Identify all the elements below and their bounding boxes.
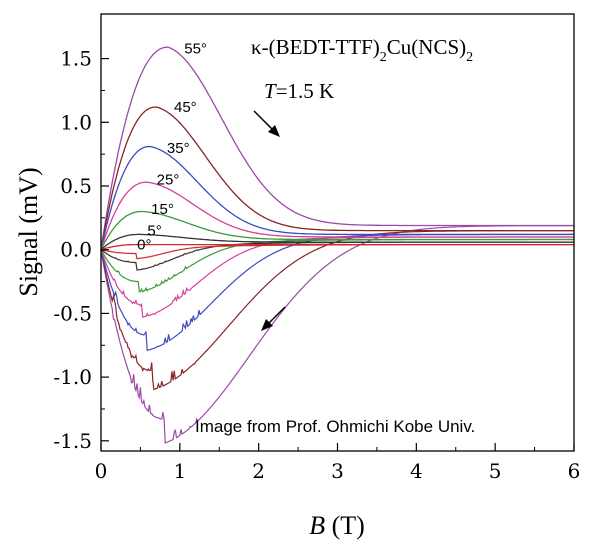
series-label: 15° [151,201,174,218]
series-line-down-sweep [100,225,574,444]
series-labels: 55° 45° 35° 25° 15° 5°0° [137,40,207,253]
y-tick-label: 0.0 [60,238,92,262]
temperature-annotation: T=1.5 K [264,79,334,103]
curves-layer [100,46,574,444]
series-label: 5° [147,223,161,240]
y-tick-label: 1.5 [60,47,92,71]
series-label: 35° [167,140,190,157]
y-tick-label: 1.0 [60,110,92,134]
series-line-down-sweep [100,238,574,293]
x-tick-label: 3 [331,459,344,483]
series-label: 55° [184,40,207,57]
plot-frame [100,13,575,452]
x-axis: 0 1 2 3 4 5 6 [95,443,581,483]
x-tick-label: 1 [173,459,186,483]
x-tick-label: 2 [252,459,265,483]
x-tick-label: 4 [410,459,423,483]
x-tick-label: 5 [489,459,502,483]
down-sweep-arrow [261,306,286,331]
series-label: 25° [157,172,180,189]
y-axis: 1.5 1.0 0.5 0.0 -0.5 -1.0 -1.5 [53,47,109,453]
series-line-down-sweep [100,241,574,271]
up-sweep-arrow [253,110,280,137]
series-line-down-sweep [100,230,574,391]
x-axis-label: B (T) [309,511,365,540]
y-tick-label: -1.0 [53,365,92,389]
x-tick-label: 0 [95,459,108,483]
series-label: 0° [137,237,151,254]
series-line-down-sweep [100,244,574,260]
series-label: 45° [174,99,197,116]
series-line-down-sweep [100,236,574,318]
chart-title: κ-(BEDT-TTF)2Cu(NCS)2 [251,35,473,65]
y-tick-label: 0.5 [60,174,92,198]
y-axis-label: Signal (mV) [14,167,43,296]
image-credit: Image from Prof. Ohmichi Kobe Univ. [195,417,475,436]
x-tick-label: 6 [568,459,581,483]
y-tick-label: -0.5 [53,301,92,325]
y-tick-label: -1.5 [53,429,92,453]
